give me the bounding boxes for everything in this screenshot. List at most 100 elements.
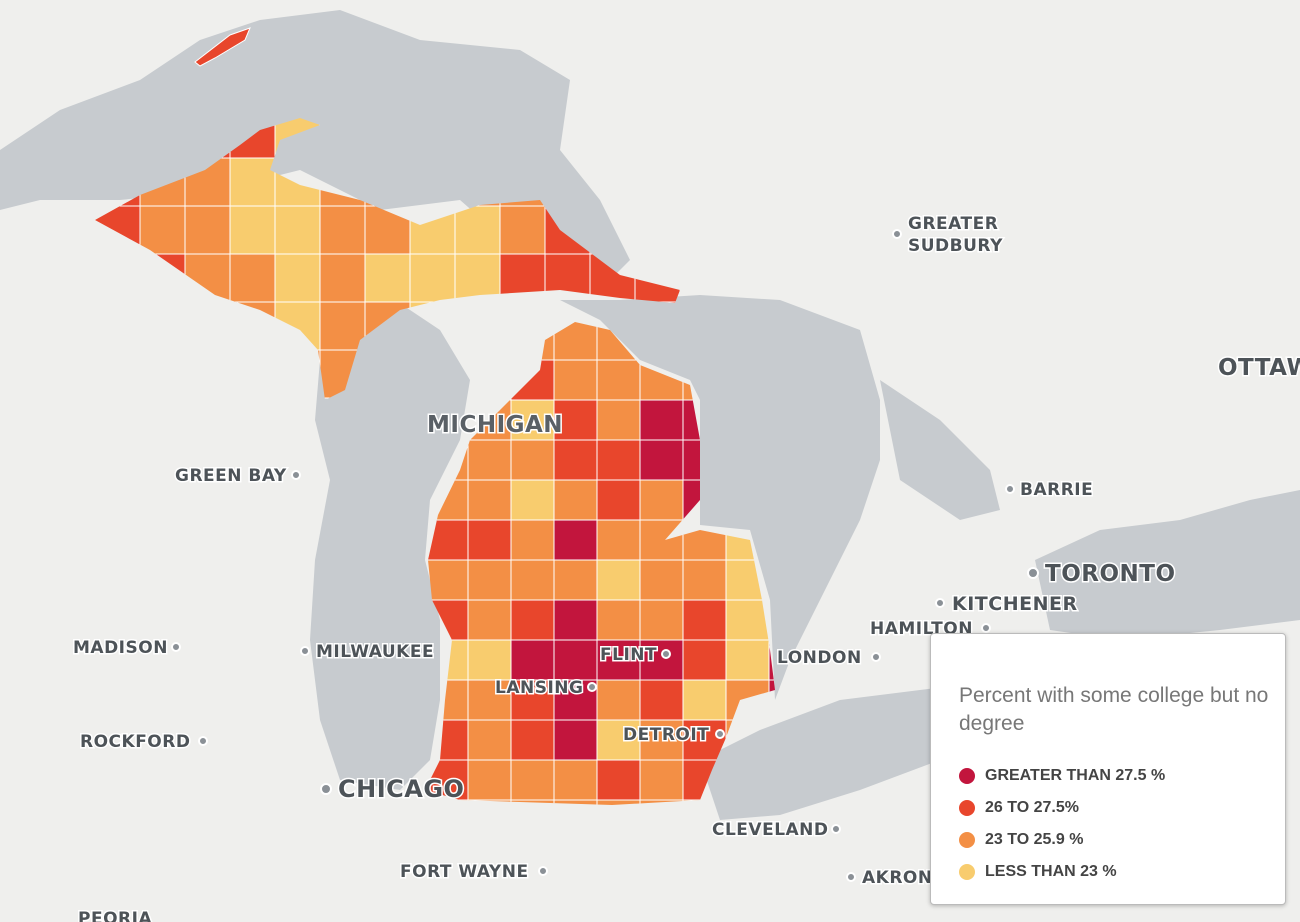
- county: [596, 639, 641, 681]
- county: [682, 599, 727, 641]
- city-dot: [935, 598, 945, 608]
- county: [682, 679, 727, 721]
- city-label: AKRON: [862, 868, 933, 888]
- county: [639, 479, 684, 521]
- county: [725, 599, 770, 641]
- city-labels: GREATER SUDBURY OTTAWA MICHIGAN GREEN BA…: [72, 213, 1300, 922]
- legend-swatch: [959, 800, 975, 816]
- city-label: PEORIA: [78, 909, 152, 922]
- county: [510, 639, 555, 681]
- legend-swatch: [959, 864, 975, 880]
- city-dot: [892, 229, 902, 239]
- county: [639, 599, 684, 641]
- city-label: ROCKFORD: [80, 732, 190, 752]
- county: [596, 679, 641, 721]
- county: [425, 559, 469, 601]
- county: [596, 479, 641, 521]
- county: [639, 679, 684, 721]
- city-label: BARRIE: [1020, 480, 1093, 500]
- city-dot: [291, 470, 301, 480]
- county: [467, 599, 512, 641]
- county: [553, 559, 598, 601]
- city-label: OTTAWA: [1218, 355, 1300, 381]
- county: [639, 559, 684, 601]
- county: [467, 439, 512, 481]
- county: [596, 559, 641, 601]
- city-label: SUDBURY: [908, 236, 1003, 256]
- county: [274, 253, 321, 303]
- county: [596, 799, 641, 805]
- county: [229, 253, 276, 303]
- city-dot: [715, 729, 725, 739]
- county: [364, 253, 411, 303]
- county: [510, 719, 555, 761]
- legend-label: LESS THAN 23 %: [985, 863, 1117, 880]
- legend-item: 26 TO 27.5%: [959, 792, 1271, 824]
- county: [553, 759, 598, 801]
- county: [510, 759, 555, 801]
- city-dot: [831, 824, 841, 834]
- county: [639, 519, 684, 561]
- county: [467, 719, 512, 761]
- city-label: GREATER: [908, 214, 998, 234]
- county: [467, 479, 512, 521]
- city-label: FLINT: [600, 645, 657, 665]
- county: [184, 205, 231, 255]
- legend-label: GREATER THAN 27.5 %: [985, 767, 1166, 784]
- county: [553, 799, 598, 805]
- city-label: LONDON: [777, 648, 862, 668]
- city-label: KITCHENER: [952, 593, 1078, 615]
- county: [319, 205, 366, 255]
- county: [229, 205, 276, 255]
- city-dot: [661, 649, 671, 659]
- county: [553, 479, 598, 521]
- county: [553, 399, 598, 441]
- city-dot: [1027, 567, 1039, 579]
- county: [454, 205, 501, 255]
- city-dot: [871, 652, 881, 662]
- county: [510, 439, 555, 481]
- county: [510, 599, 555, 641]
- legend-label: 23 TO 25.9 %: [985, 831, 1084, 848]
- county: [596, 399, 641, 441]
- county: [229, 157, 276, 207]
- city-dot: [846, 872, 856, 882]
- county: [553, 719, 598, 761]
- legend-swatch: [959, 768, 975, 784]
- county: [139, 205, 186, 255]
- county: [682, 559, 727, 601]
- county: [725, 639, 770, 681]
- county: [639, 759, 684, 801]
- county: [409, 253, 456, 303]
- county: [553, 439, 598, 481]
- city-dot: [198, 736, 208, 746]
- county: [467, 559, 512, 601]
- city-label: CHICAGO: [338, 775, 464, 803]
- county: [467, 639, 512, 681]
- isle-royale: [194, 27, 251, 67]
- city-label: CLEVELAND: [712, 820, 829, 840]
- city-dot: [320, 783, 332, 795]
- county: [319, 253, 366, 303]
- city-dot: [981, 623, 991, 633]
- county: [596, 359, 641, 401]
- county: [553, 599, 598, 641]
- county: [639, 639, 684, 681]
- county: [499, 205, 546, 255]
- legend-item: GREATER THAN 27.5 %: [959, 760, 1271, 792]
- county: [553, 519, 598, 561]
- county: [553, 359, 598, 401]
- county: [596, 439, 641, 481]
- legend-items: GREATER THAN 27.5 % 26 TO 27.5% 23 TO 25.9…: [959, 760, 1271, 888]
- legend-title: Percent with some college but no degree: [959, 684, 1269, 735]
- city-label: TORONTO: [1045, 561, 1176, 587]
- city-dot: [1005, 484, 1015, 494]
- city-dot: [171, 642, 181, 652]
- county: [682, 719, 727, 761]
- county: [510, 559, 555, 601]
- legend-item: 23 TO 25.9 %: [959, 824, 1271, 856]
- county: [467, 759, 512, 801]
- city-label: DETROIT: [623, 725, 709, 745]
